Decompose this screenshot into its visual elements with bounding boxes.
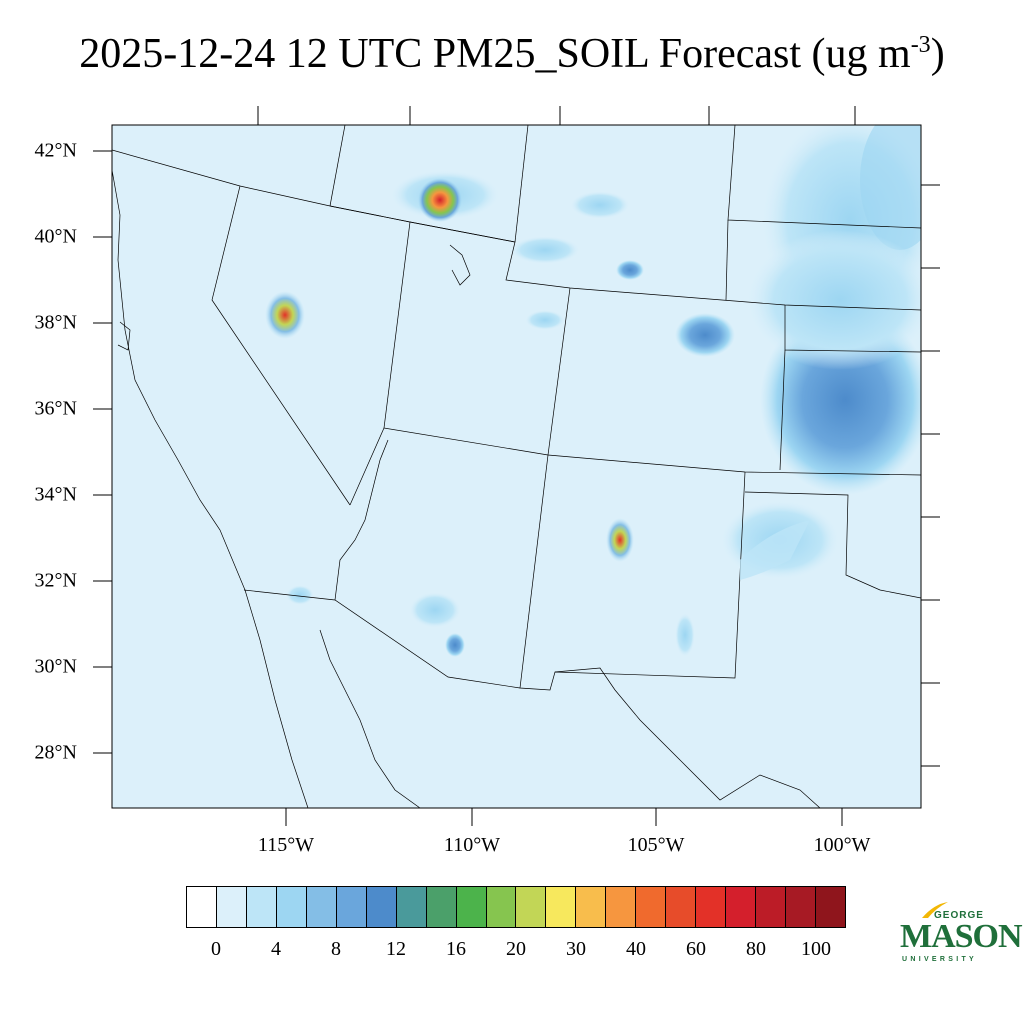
lon-label-100w: 100°W <box>813 834 871 856</box>
boundary-california-nevada <box>211 185 351 506</box>
axis-ticks <box>93 106 940 826</box>
plume-california-south <box>286 585 314 605</box>
colorbar-cell <box>216 887 247 927</box>
colorbar-label: 80 <box>746 938 766 960</box>
title-close: ) <box>930 31 945 77</box>
lat-label-36n: 36°N <box>34 397 77 420</box>
colorbar-label: 30 <box>566 938 586 960</box>
plume-nevada <box>265 291 305 339</box>
boundary-oklahoma-texas <box>744 491 921 599</box>
title-unit-exponent: -3 <box>910 32 931 58</box>
logo-mason: MASON <box>900 918 1023 955</box>
lat-label-32n: 32°N <box>34 569 77 592</box>
colorbar-cell <box>306 887 337 927</box>
colorbar-cell <box>187 887 217 927</box>
colorbar-cell <box>606 887 637 927</box>
plume-colorado-east <box>675 313 735 357</box>
lat-label-42n: 42°N <box>34 139 77 162</box>
lat-label-28n: 28°N <box>34 741 77 764</box>
lat-label-40n: 40°N <box>34 225 77 248</box>
colorbar-cell <box>426 887 457 927</box>
plume-utah-east <box>525 310 565 330</box>
boundary-mexico-arizona <box>243 589 521 689</box>
colorbar-cell <box>276 887 307 927</box>
plume-nebraska <box>745 230 921 370</box>
plume-arizona-border <box>445 633 465 657</box>
plume-wyoming-east <box>570 191 630 219</box>
colorbar-cell <box>396 887 427 927</box>
colorbar-cell <box>726 887 757 927</box>
colorbar-label: 4 <box>271 938 281 960</box>
colorbar-cell <box>756 887 787 927</box>
lat-label-30n: 30°N <box>34 655 77 678</box>
coastline-gulf-of-california <box>319 629 421 808</box>
colorbar-label: 12 <box>386 938 406 960</box>
colorbar-label: 20 <box>506 938 526 960</box>
logo-university: UNIVERSITY <box>902 956 978 963</box>
lon-label-115w: 115°W <box>257 834 315 856</box>
gmu-logo: GEORGE MASON UNIVERSITY <box>898 900 1023 972</box>
boundary-utah-colorado-newmexico <box>519 287 746 691</box>
chart-title: 2025-12-24 12 UTC PM25_SOIL Forecast (ug… <box>0 30 1024 78</box>
title-main: 2025-12-24 12 UTC PM25_SOIL Forecast (ug… <box>79 31 911 77</box>
colorbar-cell <box>456 887 487 927</box>
plume-colorado-north <box>616 260 644 280</box>
plume-utah-northeast <box>510 236 580 264</box>
map-frame <box>111 124 922 809</box>
plume-new-mexico <box>606 518 634 562</box>
boundary-kansas-colorado <box>779 349 786 471</box>
colorbar-label: 60 <box>686 938 706 960</box>
boundary-nebraska-west <box>725 219 729 301</box>
boundary-rio-grande <box>554 667 821 808</box>
plume-new-mexico-south <box>675 613 695 657</box>
colorbar-label: 8 <box>331 938 341 960</box>
boundary-wyoming-colorado <box>409 221 921 311</box>
lat-label-34n: 34°N <box>34 483 77 506</box>
lon-label-110w: 110°W <box>443 834 501 856</box>
coastline-colorado-river <box>334 439 389 601</box>
lon-label-105w: 105°W <box>627 834 685 856</box>
coastline-bay <box>117 321 131 351</box>
colorbar-label: 16 <box>446 938 466 960</box>
lake-great-salt <box>449 244 471 286</box>
colorbar-cell <box>546 887 577 927</box>
lat-label-38n: 38°N <box>34 311 77 334</box>
colorbar-cell <box>336 887 367 927</box>
colorbar-cell <box>636 887 667 927</box>
plume-northeast-core <box>860 125 921 250</box>
logo-swoosh-icon <box>922 902 948 918</box>
colorbar-cell <box>786 887 817 927</box>
colorbar-cell <box>486 887 517 927</box>
logo-george: GEORGE <box>934 910 984 921</box>
colorbar-label: 40 <box>626 938 646 960</box>
colorbar-cell <box>696 887 727 927</box>
colorbar-cell <box>366 887 397 927</box>
colorbar <box>186 886 846 928</box>
colorbar-cell <box>246 887 277 927</box>
map-field <box>112 125 921 808</box>
colorbar-label: 0 <box>211 938 221 960</box>
colorbar-cell <box>666 887 697 927</box>
coastline-pacific <box>112 169 309 808</box>
colorbar-label: 100 <box>801 938 831 960</box>
colorbar-cell <box>816 887 845 927</box>
plume-wyoming-core <box>418 178 462 222</box>
boundary-idaho-wyoming <box>514 125 529 243</box>
colorbar-cell <box>516 887 547 927</box>
plume-texas-strip <box>740 520 810 580</box>
boundaries <box>112 125 921 808</box>
colorbar-cell <box>576 887 607 927</box>
plume-arizona-south <box>409 592 461 628</box>
boundary-idaho-oregon <box>329 125 346 207</box>
